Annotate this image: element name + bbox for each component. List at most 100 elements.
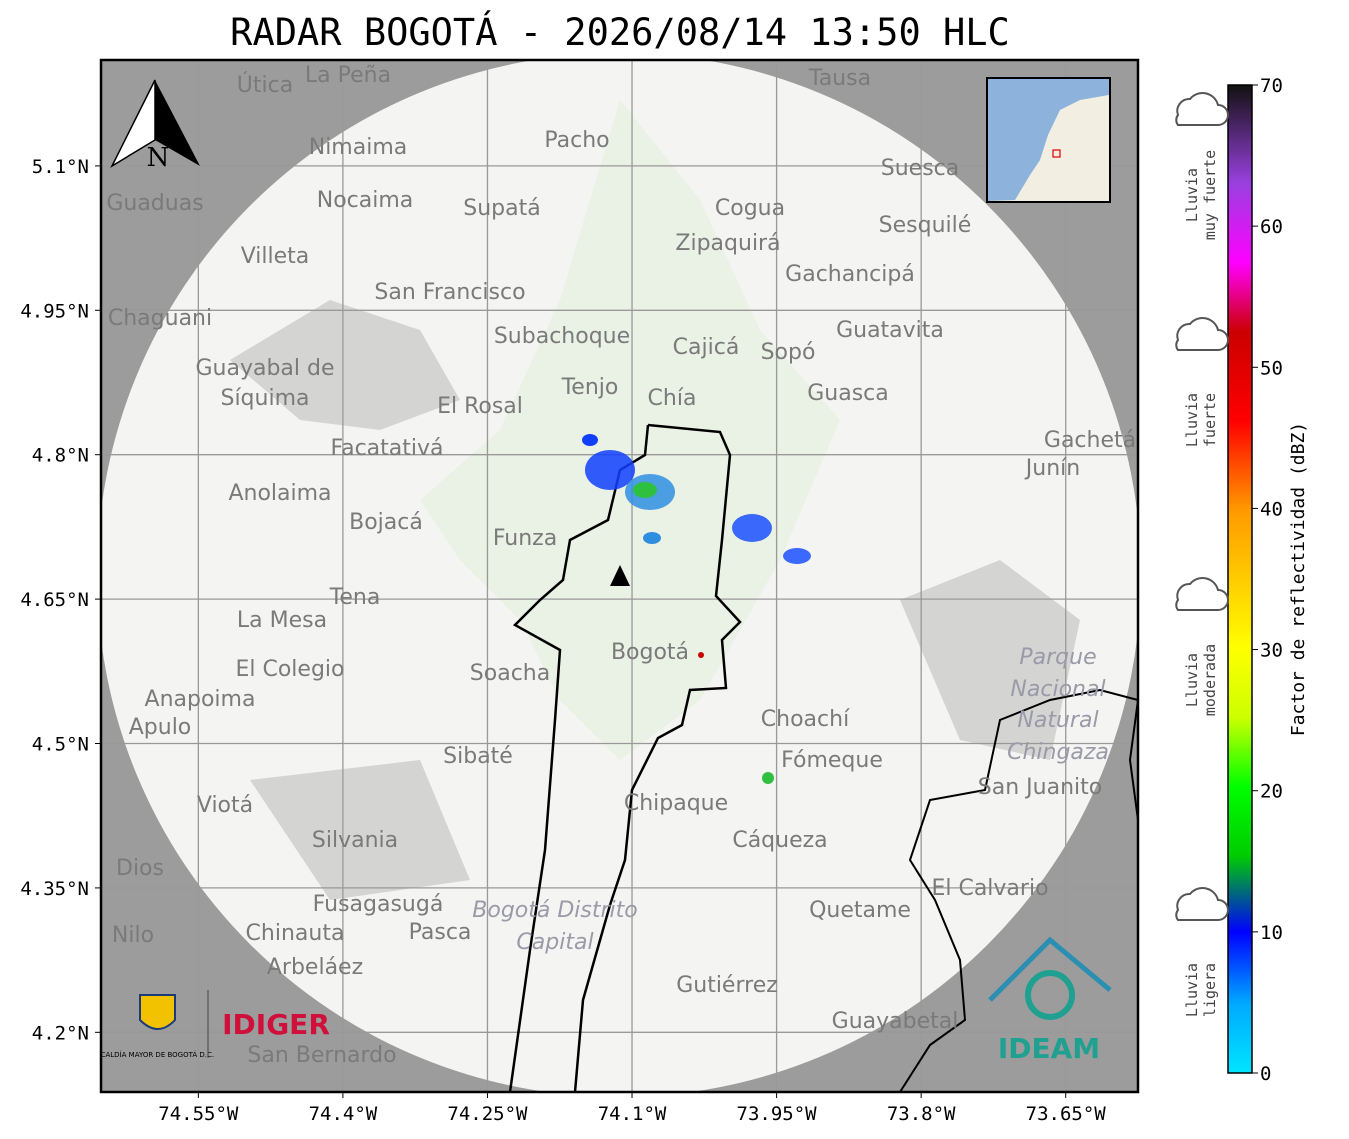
place: Sesquilé (879, 213, 972, 238)
place: Guasca (807, 381, 889, 406)
place: Anapoima (145, 687, 256, 712)
colorbar-tick-label: 0 (1260, 1063, 1271, 1085)
park-label: Nacional (1010, 677, 1105, 702)
place: Gachancipá (785, 262, 915, 287)
place: Chinauta (246, 921, 345, 946)
place: Facatativá (330, 436, 443, 461)
park-label: Parque (1019, 645, 1096, 670)
colorbar-ticks: 0 10 20 30 40 50 60 70 (1252, 75, 1283, 1085)
place: Tena (329, 585, 381, 610)
lat-tick-label: 4.8°N (32, 445, 89, 467)
place: Junín (1024, 456, 1080, 481)
lon-tick-label: 73.95°W (737, 1103, 818, 1125)
echo (585, 450, 635, 490)
lon-tick-label: 73.65°W (1026, 1103, 1107, 1125)
radar-echoes (582, 434, 811, 784)
lon-tick-label: 74.4°W (309, 1103, 378, 1125)
place: San Bernardo (247, 1043, 396, 1068)
place: Gutiérrez (676, 973, 778, 998)
place: Pacho (544, 128, 609, 153)
colorbar-tick-label: 40 (1260, 498, 1283, 520)
place: Apulo (129, 715, 192, 740)
radar-site (610, 565, 630, 586)
rain-level-label: Lluvia (1183, 653, 1201, 707)
place: Funza (493, 526, 557, 551)
place: Cajicá (673, 335, 740, 360)
lon-tick-label: 73.8°W (887, 1103, 956, 1125)
rain-icon (1175, 317, 1229, 351)
place: Guatavita (836, 318, 944, 343)
inset-map (986, 77, 1111, 203)
place: Guayabetal (832, 1009, 959, 1034)
place-labels: La Peña Útica Tausa Pacho Nimaima Suesca… (106, 63, 1136, 1068)
rain-icon (1175, 577, 1229, 611)
place: San Francisco (374, 280, 525, 305)
place: Cáqueza (732, 828, 827, 853)
place: Fómeque (781, 748, 883, 773)
place: Choachí (761, 707, 850, 732)
colorbar-tick-label: 20 (1260, 781, 1283, 803)
rain-level-label: fuerte (1201, 393, 1219, 447)
rain-icon (1175, 92, 1229, 126)
place: Subachoque (494, 324, 630, 349)
place: Soacha (470, 661, 550, 686)
park-label: Natural (1017, 708, 1098, 733)
place: Arbeláez (267, 955, 363, 980)
place: Guaduas (106, 191, 203, 216)
echo (732, 514, 772, 542)
ideam-logo: IDEAM (998, 1032, 1100, 1065)
colorbar-tick-label: 30 (1260, 640, 1283, 662)
place: Zipaquirá (675, 231, 780, 256)
place: La Peña (305, 63, 391, 88)
green-area (420, 100, 840, 760)
place: Viotá (197, 793, 253, 818)
place: Nocaima (317, 188, 414, 213)
place: Guayabal de (195, 356, 334, 381)
rain-level-label: ligera (1201, 963, 1219, 1017)
place: Chía (648, 386, 697, 411)
place: Bojacá (349, 510, 423, 535)
colorbar-tick-label: 50 (1260, 357, 1283, 379)
echo (643, 532, 661, 544)
place: Tenjo (561, 375, 619, 400)
alcaldia-logo: ALCALDÍA MAYOR DE BOGOTÁ D.C. (92, 1050, 214, 1059)
place: La Mesa (237, 608, 327, 633)
place: Quetame (809, 898, 911, 923)
north-label: N (147, 143, 170, 173)
place: Chipaque (624, 791, 728, 816)
title: RADAR BOGOTÁ - 2026/08/14 13:50 HLC (230, 10, 1010, 54)
lat-tick-label: 4.95°N (20, 300, 89, 322)
echo (582, 434, 598, 446)
place: Pasca (409, 920, 472, 945)
place: El Colegio (235, 657, 344, 682)
lon-tick-label: 74.25°W (447, 1103, 528, 1125)
place: San Juanito (978, 775, 1102, 800)
place: Silvania (312, 828, 398, 853)
rain-level-label: moderada (1201, 644, 1219, 716)
place: Tausa (808, 66, 871, 91)
place: Síquima (220, 386, 309, 411)
echo (633, 482, 657, 498)
logos: ALCALDÍA MAYOR DE BOGOTÁ D.C. IDIGER IDE… (92, 936, 1112, 1065)
place: Cogua (715, 196, 785, 221)
place: El Calvario (931, 876, 1048, 901)
park-label: Chingaza (1007, 740, 1109, 765)
rain-level-label: Lluvia (1183, 168, 1201, 222)
place: Supatá (463, 196, 540, 221)
district-label: Bogotá Distrito (472, 898, 637, 923)
colorbar-label: Factor de reflectividad (dBZ) (1288, 422, 1309, 736)
place: Fusagasugá (313, 892, 444, 917)
place: Nimaima (309, 135, 408, 160)
place: Gachetá (1044, 428, 1136, 453)
lat-tick-label: 4.65°N (20, 589, 89, 611)
north-arrow: N (110, 79, 200, 173)
lat-tick-label: 4.35°N (20, 878, 89, 900)
place: Villeta (241, 244, 310, 269)
map-frame (99, 58, 1140, 1094)
lon-tick-label: 74.55°W (158, 1103, 239, 1125)
place: Útica (237, 72, 293, 98)
grid (101, 60, 1138, 1092)
place: Suesca (881, 156, 959, 181)
